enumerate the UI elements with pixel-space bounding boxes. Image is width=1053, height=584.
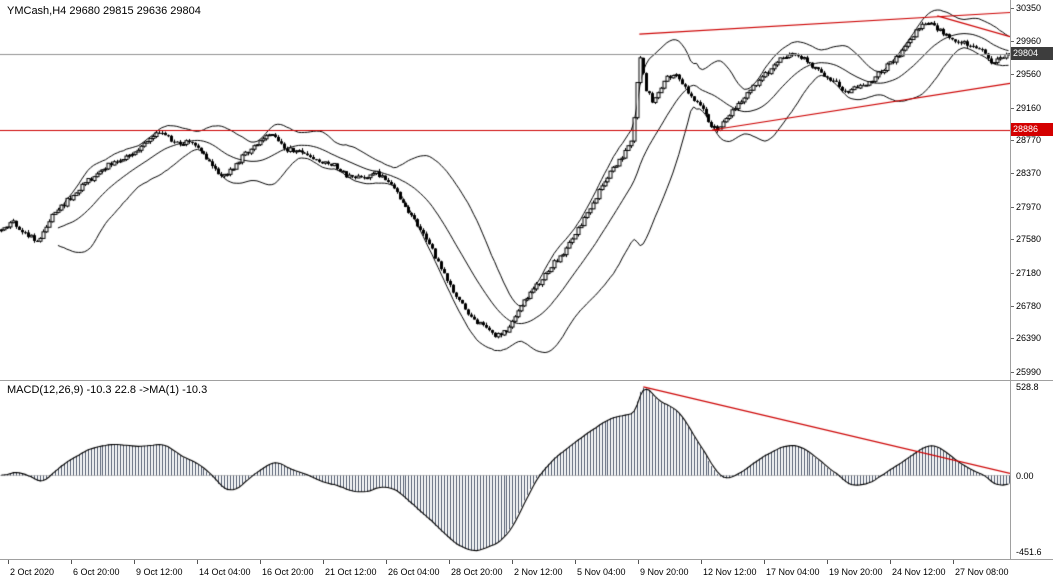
price-tick-label: 28770 — [1016, 135, 1042, 145]
price-tick-label: 25990 — [1016, 366, 1042, 377]
time-tick-label: 5 Nov 04:00 — [577, 567, 626, 577]
time-tick-label: 27 Nov 08:00 — [955, 567, 1009, 577]
price-tick-label: 26780 — [1016, 300, 1042, 311]
price-tick-label: 30350 — [1016, 3, 1042, 14]
price-axis-tickmark — [1011, 273, 1014, 274]
price-axis[interactable]: 30350 29960 29560 29160 28770 28370 27970 27580… — [1010, 0, 1053, 380]
time-axis-tickmark — [827, 560, 828, 564]
macd-axis[interactable]: 528.8 0.00 -451.6 — [1010, 380, 1053, 559]
ohlc-values-label: 29680 29815 29636 29804 — [69, 5, 201, 17]
price-axis-tickmark — [1011, 8, 1014, 9]
price-tick-label: 27580 — [1016, 234, 1042, 245]
time-axis-tickmark — [890, 560, 891, 564]
macd-indicator-pane[interactable]: MACD(12,26,9) -10.3 22.8 ->MA(1) -10.3 — [0, 380, 1010, 559]
macd-tick-label: 0.00 — [1016, 471, 1034, 482]
macd-indicator-label: MACD(12,26,9) -10.3 22.8 ->MA(1) -10.3 — [7, 384, 208, 396]
time-tick-label: 9 Oct 12:00 — [136, 567, 183, 577]
price-tick-label: 27970 — [1016, 201, 1042, 212]
price-axis-tickmark — [1011, 306, 1014, 307]
time-axis-tickmark — [260, 560, 261, 564]
time-axis-tickmark — [449, 560, 450, 564]
price-axis-tickmark — [1011, 372, 1014, 373]
time-tick-label: 24 Nov 12:00 — [892, 567, 946, 577]
time-axis-tickmark — [575, 560, 576, 564]
price-tick-label: 29560 — [1016, 69, 1042, 80]
price-axis-tickmark — [1011, 41, 1014, 42]
time-tick-label: 16 Oct 20:00 — [262, 567, 314, 577]
time-axis[interactable]: 2 Oct 2020 6 Oct 20:00 9 Oct 12:00 14 Oct 0… — [0, 559, 1053, 584]
price-badge-29804: 29804 — [1011, 46, 1053, 60]
price-tick-label: 28370 — [1016, 168, 1042, 179]
price-tick-label: 26390 — [1016, 333, 1042, 344]
time-axis-tickmark — [953, 560, 954, 564]
time-tick-label: 2 Nov 12:00 — [514, 567, 563, 577]
time-axis-tickmark — [323, 560, 324, 564]
price-axis-tickmark — [1011, 173, 1014, 174]
macd-tick-label: -451.6 — [1016, 546, 1042, 557]
time-axis-tickmark — [197, 560, 198, 564]
time-tick-label: 6 Oct 20:00 — [73, 567, 120, 577]
time-axis-tickmark — [764, 560, 765, 564]
time-axis-tickmark — [134, 560, 135, 564]
chart-header: YMCash,H4 29680 29815 29636 29804 — [7, 5, 201, 17]
time-axis-tickmark — [512, 560, 513, 564]
time-tick-label: 12 Nov 12:00 — [703, 567, 757, 577]
price-axis-tickmark — [1011, 140, 1014, 141]
time-tick-label: 14 Oct 04:00 — [199, 567, 251, 577]
time-axis-tickmark — [8, 560, 9, 564]
macd-tick-label: 528.8 — [1016, 382, 1039, 393]
time-tick-label: 17 Nov 04:00 — [766, 567, 820, 577]
time-axis-tickmark — [386, 560, 387, 564]
price-axis-tickmark — [1011, 74, 1014, 75]
price-axis-tickmark — [1011, 108, 1014, 109]
time-axis-tickmark — [701, 560, 702, 564]
time-axis-tickmark — [638, 560, 639, 564]
time-tick-label: 2 Oct 2020 — [10, 567, 55, 577]
time-tick-label: 28 Oct 20:00 — [451, 567, 503, 577]
time-tick-label: 19 Nov 20:00 — [829, 567, 883, 577]
price-tick-label: 27180 — [1016, 267, 1042, 278]
price-axis-tickmark — [1011, 338, 1014, 339]
price-badge-28886: 28886 — [1011, 123, 1053, 137]
price-chart-canvas[interactable] — [0, 0, 1010, 380]
price-tick-label: 29960 — [1016, 35, 1042, 46]
time-tick-label: 9 Nov 20:00 — [640, 567, 689, 577]
macd-canvas[interactable] — [0, 381, 1010, 559]
time-axis-tickmark — [71, 560, 72, 564]
symbol-period-label: YMCash,H4 — [7, 5, 67, 17]
time-tick-label: 26 Oct 04:00 — [388, 567, 440, 577]
time-tick-label: 21 Oct 12:00 — [325, 567, 377, 577]
price-axis-tickmark — [1011, 207, 1014, 208]
price-axis-tickmark — [1011, 239, 1014, 240]
price-tick-label: 29160 — [1016, 102, 1042, 113]
price-chart-pane[interactable]: YMCash,H4 29680 29815 29636 29804 — [0, 0, 1010, 380]
